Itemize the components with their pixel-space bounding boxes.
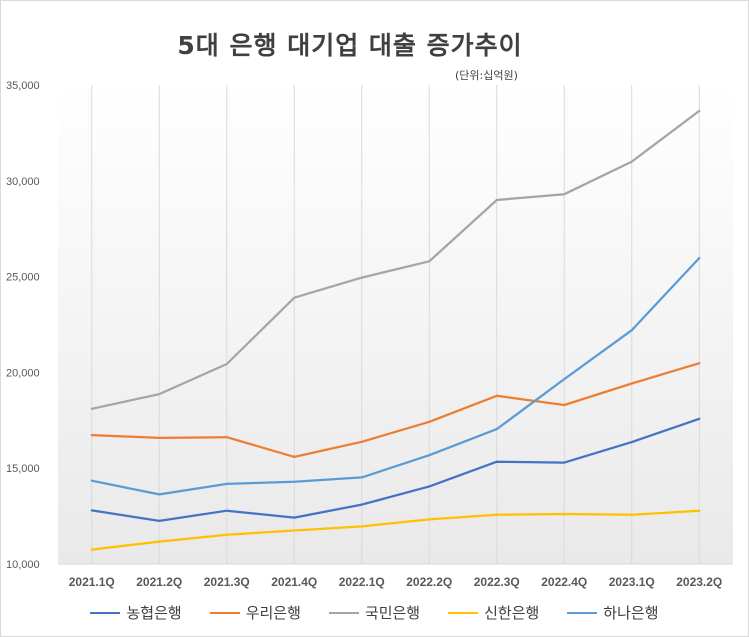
legend-label: 우리은행 bbox=[245, 604, 301, 622]
y-tick-label: 25,000 bbox=[6, 272, 40, 284]
legend-swatch bbox=[328, 611, 359, 614]
series-line bbox=[90, 509, 701, 551]
y-tick-label: 30,000 bbox=[6, 176, 40, 188]
series-line bbox=[90, 417, 701, 523]
x-tick-label: 2022.3Q bbox=[474, 575, 520, 589]
legend-label: 국민은행 bbox=[364, 604, 421, 622]
x-tick-label: 2023.1Q bbox=[609, 575, 655, 589]
legend-swatch bbox=[209, 611, 240, 614]
legend-item: 국민은행 bbox=[328, 602, 421, 623]
legend: 농협은행 우리은행 국민은행 신한은행 하나은행 bbox=[0, 602, 749, 623]
legend-label: 농협은행 bbox=[126, 604, 182, 622]
legend-swatch bbox=[567, 611, 598, 614]
y-tick-label: 35,000 bbox=[6, 80, 40, 92]
x-tick-label: 2023.2Q bbox=[676, 575, 722, 589]
legend-swatch bbox=[448, 611, 479, 614]
legend-item: 우리은행 bbox=[209, 602, 301, 623]
series-line bbox=[90, 109, 701, 410]
legend-item: 하나은행 bbox=[567, 602, 659, 623]
y-tick-label: 10,000 bbox=[6, 559, 40, 571]
unit-note: (단위:십억원) bbox=[455, 69, 518, 82]
legend-swatch bbox=[90, 611, 121, 614]
x-tick-label: 2021.1Q bbox=[69, 575, 115, 589]
plot-area bbox=[58, 85, 733, 564]
x-tick-label: 2021.2Q bbox=[136, 575, 182, 589]
legend-item: 농협은행 bbox=[90, 602, 182, 623]
x-tick-label: 2022.2Q bbox=[406, 575, 452, 589]
y-tick-label: 15,000 bbox=[6, 463, 40, 475]
y-tick-label: 20,000 bbox=[6, 367, 40, 379]
x-tick-label: 2022.4Q bbox=[541, 575, 587, 589]
chart-title: 5대 은행 대기업 대출 증가추이 bbox=[177, 31, 523, 60]
legend-item: 신한은행 bbox=[448, 602, 539, 623]
legend-label: 신한은행 bbox=[484, 604, 540, 622]
x-tick-label: 2021.4Q bbox=[271, 575, 317, 589]
x-tick-label: 2021.3Q bbox=[204, 575, 250, 589]
series-line bbox=[90, 362, 701, 459]
x-tick-label: 2022.1Q bbox=[339, 575, 385, 589]
legend-label: 하나은행 bbox=[603, 604, 659, 622]
series-line bbox=[90, 256, 701, 496]
